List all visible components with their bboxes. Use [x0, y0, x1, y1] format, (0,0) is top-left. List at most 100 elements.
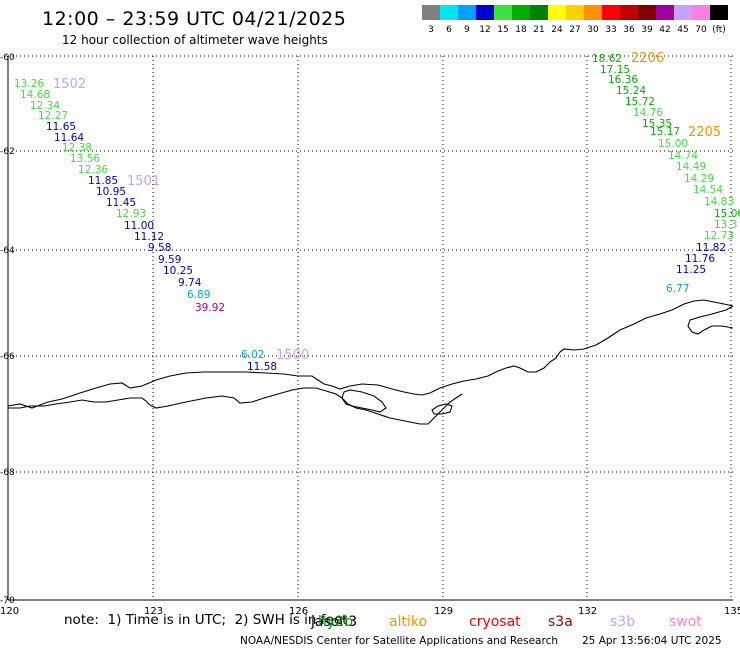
pass-labels: 1502 1501 1500 2206 2205: [53, 51, 721, 363]
legend-label: 24: [551, 25, 563, 35]
legend-label: 36: [623, 25, 635, 35]
wave-height-label: 18.62: [592, 53, 622, 65]
pass-label: 2205: [688, 125, 721, 140]
wave-height-label: 11.25: [676, 264, 706, 276]
wave-height-label: 6.89: [187, 289, 210, 301]
wave-height-label: 15.72: [625, 96, 655, 108]
wave-height-label: 14.49: [676, 161, 706, 173]
wave-height-label: 6.02: [241, 349, 264, 361]
pass-label: 1501: [127, 174, 160, 189]
lat-label: -70: [0, 596, 15, 606]
wave-height-label: 12.73: [704, 230, 734, 242]
legend-label: 30: [587, 25, 599, 35]
legend-swatch: [458, 5, 476, 20]
wave-height-label: 11.12: [134, 231, 164, 243]
credits: NOAA/NESDIS Center for Satellite Applica…: [240, 635, 558, 647]
legend-swatch: [494, 5, 512, 20]
wave-height-label: 15.24: [616, 85, 646, 97]
legend-swatch: [422, 5, 440, 20]
wave-height-label: 39.92: [195, 302, 225, 314]
legend-swatch: [584, 5, 602, 20]
wave-height-label: 9.58: [148, 242, 171, 254]
pass-label: 1502: [53, 77, 86, 92]
wave-height-label: 11.58: [247, 361, 277, 373]
map-subtitle: 12 hour collection of altimeter wave hei…: [62, 33, 328, 47]
wave-height-label: 17.15: [600, 64, 630, 76]
legend-swatch: [476, 5, 494, 20]
wave-height-label: 14.54: [693, 184, 723, 196]
wave-height-label: 11.65: [46, 121, 76, 133]
legend-unit: (ft): [712, 25, 726, 35]
lat-label: -62: [0, 147, 15, 157]
lat-labels: -60 -62 -64 -66 -68 -70: [0, 53, 15, 606]
legend-swatch: [566, 5, 584, 20]
legend-label: 70: [695, 25, 707, 35]
wave-height-label: 10.95: [96, 186, 126, 198]
wave-height-label: 12.93: [116, 208, 146, 220]
legend-label: 18: [515, 25, 527, 35]
wave-height-label: 14.68: [20, 89, 50, 101]
lat-label: -66: [0, 352, 15, 362]
legend-label: 42: [659, 25, 670, 35]
legend-label: 27: [569, 25, 580, 35]
lon-label: 126: [289, 606, 308, 617]
lon-label: 129: [434, 606, 453, 617]
color-legend: 3 6 9 12 15 18 21 24 27 30 33 36 39 42 45 70 (ft): [422, 5, 728, 35]
legend-swatch: [710, 5, 728, 20]
legend-label: 39: [641, 25, 653, 35]
legend-swatch: [674, 5, 692, 20]
wave-height-label: 14.74: [668, 150, 698, 162]
wave-height-label: 6.77: [666, 283, 689, 295]
wave-height-label: 14.29: [684, 173, 714, 185]
map-title: 12:00 – 23:59 UTC 04/21/2025: [42, 8, 347, 30]
legend-label: 6: [446, 25, 452, 35]
lon-label: 120: [0, 606, 19, 617]
lon-labels: 120 123 126 129 132 135: [0, 606, 740, 617]
legend-swatch: [512, 5, 530, 20]
wave-height-label: 10.25: [163, 265, 193, 277]
legend-swatch: [440, 5, 458, 20]
map-frame: [7, 56, 733, 601]
legend-label: 3: [428, 25, 434, 35]
legend-label: 15: [497, 25, 508, 35]
legend-swatch: [530, 5, 548, 20]
wave-height-label: 12.27: [38, 110, 68, 122]
coastline: [7, 299, 734, 425]
wave-height-label: 9.59: [158, 254, 181, 266]
lon-label: 135: [724, 606, 740, 617]
legend-swatch: [692, 5, 710, 20]
lon-label: 123: [144, 606, 163, 617]
legend-label: 9: [464, 25, 470, 35]
lon-label: 132: [578, 606, 597, 617]
wave-height-label: 15.00: [658, 138, 688, 150]
legend-swatch: [548, 5, 566, 20]
legend-label: 21: [533, 25, 544, 35]
legend-swatch: [638, 5, 656, 20]
legend-label: 33: [605, 25, 616, 35]
wave-height-label: 11.00: [124, 220, 154, 232]
wave-height-label: 12.36: [78, 164, 108, 176]
wave-height-labels: 13.26 14.68 12.34 12.27 11.65 11.64 12.3…: [14, 53, 740, 373]
wave-height-label: 12.38: [62, 142, 92, 154]
legend-swatch: [656, 5, 674, 20]
wave-height-label: 11.76: [685, 253, 715, 265]
legend-label: 45: [677, 25, 688, 35]
wave-height-label: 15.17: [650, 126, 680, 138]
wave-height-label: 11.45: [106, 197, 136, 209]
lat-label: -68: [0, 468, 15, 478]
wave-height-label: 13.56: [70, 153, 100, 165]
legend-swatch: [620, 5, 638, 20]
pass-label: 1500: [276, 348, 309, 363]
lat-label: -64: [0, 246, 15, 256]
wave-height-label: 16.36: [608, 74, 638, 86]
wave-height-label: 13.26: [14, 78, 44, 90]
legend-swatch: [602, 5, 620, 20]
wave-height-label: 11.64: [54, 132, 84, 144]
credit-timestamp: 25 Apr 13:56:04 UTC 2025: [582, 635, 722, 647]
wave-height-label: 13.3: [714, 219, 737, 231]
pass-label: 2206: [631, 51, 664, 66]
wave-height-label: 14.83: [704, 196, 734, 208]
wave-height-label: 12.34: [30, 100, 60, 112]
wave-height-label: 14.76: [633, 107, 663, 119]
